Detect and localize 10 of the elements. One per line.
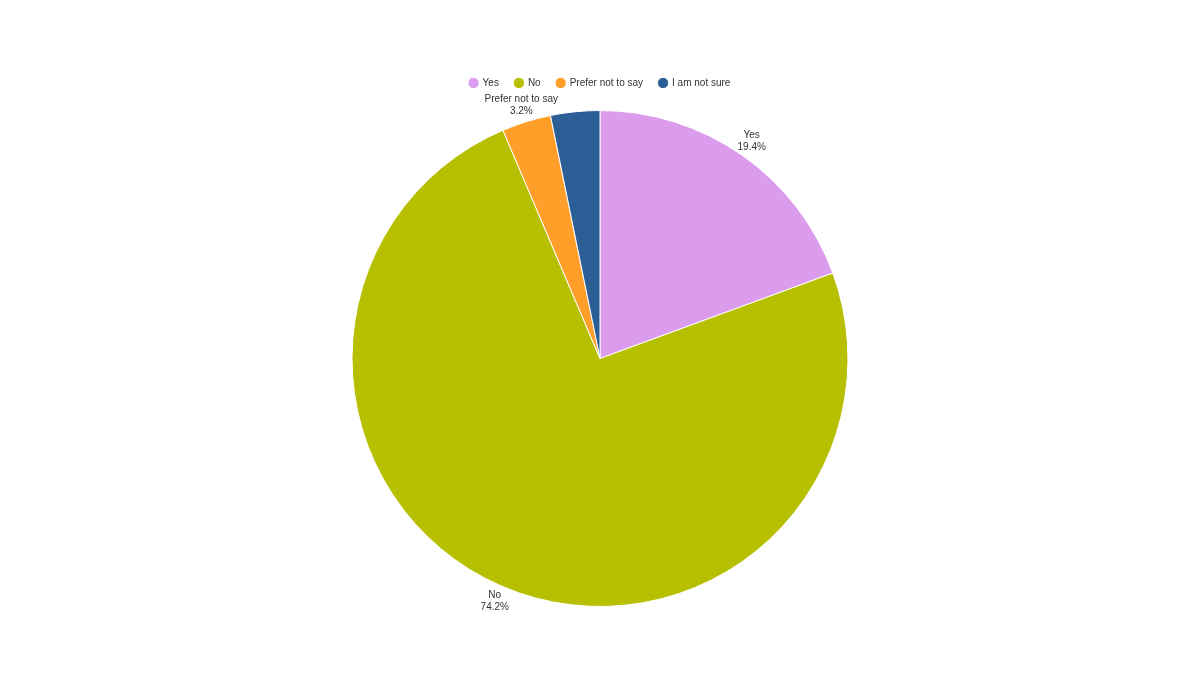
data-label: 74.2% [480, 601, 510, 613]
slice-label: No [488, 589, 502, 601]
legend-label: No [527, 76, 542, 88]
slice-label: Yes [743, 128, 760, 140]
legend-label: Prefer not to say [569, 76, 644, 88]
data-label: 19.4% [737, 140, 766, 152]
data-label: 3.2% [509, 105, 533, 117]
slice-label: Prefer not to say [484, 93, 558, 105]
legend-label: I am not sure [672, 76, 731, 88]
legend-label: Yes [482, 76, 499, 88]
